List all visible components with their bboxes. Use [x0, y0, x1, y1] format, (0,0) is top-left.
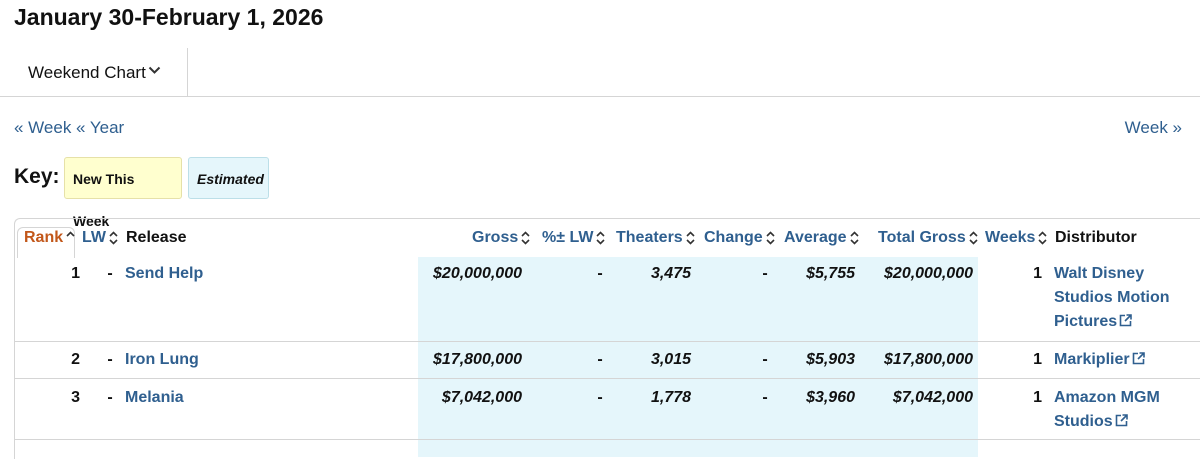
cell-change: -	[762, 389, 768, 406]
cell-rank: 1	[71, 265, 80, 282]
cell-pct-lw: -	[597, 351, 603, 368]
sort-icon	[521, 231, 530, 245]
row-divider	[14, 341, 1200, 342]
sort-ascending-icon	[66, 231, 75, 237]
column-header-lw[interactable]: LW	[82, 229, 118, 247]
column-header-distributor: Distributor	[1055, 229, 1137, 247]
row-divider	[14, 439, 1200, 440]
cell-theaters: 1,778	[650, 389, 691, 406]
column-header-label: Change	[704, 229, 763, 246]
cell-theaters: 3,475	[650, 265, 691, 282]
sort-icon	[969, 231, 978, 245]
distributor-line: Amazon MGM	[1054, 389, 1160, 406]
column-header-label: Distributor	[1055, 229, 1137, 246]
cell-total-gross: $7,042,000	[892, 389, 973, 406]
cell-rank: 2	[71, 351, 80, 368]
release-title-link[interactable]: Melania	[125, 389, 184, 406]
cell-change: -	[762, 351, 768, 368]
estimated-columns-highlight	[418, 257, 978, 457]
page-title: January 30-February 1, 2026	[14, 4, 324, 30]
column-header-gross[interactable]: Gross	[472, 229, 530, 247]
chevron-down-icon	[148, 66, 161, 74]
sort-icon	[766, 231, 775, 245]
cell-pct-lw: -	[597, 389, 603, 406]
cell-lw: -	[107, 389, 113, 406]
cell-total-gross: $20,000,000	[884, 265, 973, 282]
next-week-link[interactable]: Week »	[1124, 118, 1182, 137]
external-link-icon	[1119, 314, 1132, 327]
dropdown-label: Weekend Chart	[28, 63, 146, 82]
column-header-label: Theaters	[616, 229, 683, 246]
distributor-line: Pictures	[1054, 310, 1170, 334]
sort-icon	[849, 231, 859, 245]
distributor-link[interactable]: Markiplier	[1054, 348, 1145, 372]
release-title-link[interactable]: Send Help	[125, 265, 204, 282]
column-header-change[interactable]: Change	[704, 229, 775, 247]
key-estimated: Estimated	[188, 157, 269, 199]
external-link-icon	[1115, 414, 1128, 427]
external-link-icon	[1132, 352, 1145, 365]
row-divider	[14, 378, 1200, 379]
column-header-total-gross[interactable]: Total Gross	[878, 229, 978, 247]
key-new-this-week: New This Week	[64, 157, 182, 229]
column-header-label: Gross	[472, 229, 519, 246]
release-title-link[interactable]: Iron Lung	[125, 351, 199, 368]
cell-average: $5,755	[806, 265, 855, 282]
weekend-chart-table	[14, 218, 1200, 459]
distributor-line: Markiplier	[1054, 348, 1145, 372]
distributor-line: Studios Motion	[1054, 289, 1170, 306]
cell-gross: $20,000,000	[433, 265, 522, 282]
column-header-label: LW	[82, 229, 106, 246]
column-header-label: Rank	[24, 229, 64, 246]
weekend-chart-dropdown[interactable]: Weekend Chart	[0, 48, 188, 96]
cell-lw: -	[107, 351, 113, 368]
distributor-link[interactable]: Walt Disney Studios Motion Pictures	[1054, 262, 1170, 334]
rank-header-cell	[17, 227, 75, 258]
column-header-label: Release	[126, 229, 187, 246]
cell-pct-lw: -	[597, 265, 603, 282]
column-header-label: Average	[784, 229, 847, 246]
column-header-pct-lw[interactable]: %± LW	[542, 229, 606, 247]
column-header-label: %± LW	[542, 229, 594, 246]
cell-average: $5,903	[806, 351, 855, 368]
previous-week-link[interactable]: « Week	[14, 118, 72, 137]
cell-rank: 3	[71, 389, 80, 406]
distributor-link[interactable]: Amazon MGM Studios	[1054, 386, 1160, 434]
cell-gross: $7,042,000	[441, 389, 522, 406]
cell-change: -	[762, 265, 768, 282]
cell-weeks: 1	[1033, 389, 1042, 406]
cell-average: $3,960	[806, 389, 855, 406]
cell-weeks: 1	[1033, 265, 1042, 282]
distributor-line: Studios	[1054, 410, 1160, 434]
divider	[0, 96, 1200, 97]
column-header-rank[interactable]: Rank	[24, 229, 75, 247]
cell-gross: $17,800,000	[433, 351, 522, 368]
sort-icon	[109, 231, 118, 245]
column-header-label: Weeks	[985, 229, 1036, 246]
distributor-line: Walt Disney	[1054, 265, 1145, 282]
cell-weeks: 1	[1033, 351, 1042, 368]
column-header-weeks[interactable]: Weeks	[985, 229, 1047, 247]
column-header-label: Total Gross	[878, 229, 966, 246]
sort-icon	[686, 231, 695, 245]
column-header-theaters[interactable]: Theaters	[616, 229, 695, 247]
cell-lw: -	[107, 265, 113, 282]
sort-icon	[1038, 231, 1047, 245]
previous-year-link[interactable]: « Year	[76, 118, 125, 137]
cell-total-gross: $17,800,000	[884, 351, 973, 368]
cell-theaters: 3,015	[650, 351, 691, 368]
key-label: Key:	[14, 165, 60, 188]
column-header-average[interactable]: Average	[784, 229, 859, 247]
sort-icon	[596, 231, 606, 245]
column-header-release: Release	[126, 229, 187, 247]
